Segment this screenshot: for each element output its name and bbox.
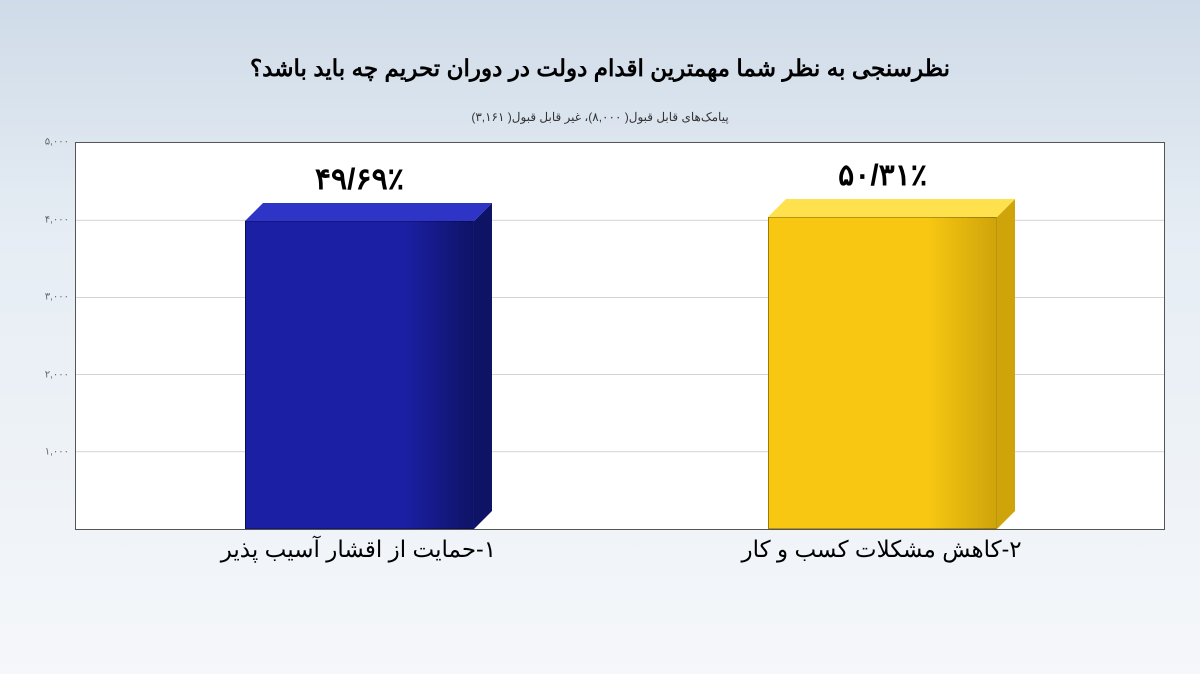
y-axis: ۱,۰۰۰۲,۰۰۰۳,۰۰۰۴,۰۰۰۵,۰۰۰ [35,142,73,530]
bar-value-label: ۵۰/۳۱٪ [768,158,997,193]
bar-top [768,199,1015,217]
bar-front [768,217,997,529]
y-tick-label: ۳,۰۰۰ [45,292,69,303]
chart-title: نظرسنجی به نظر شما مهمترین اقدام دولت در… [0,0,1200,82]
chart-area: ۱,۰۰۰۲,۰۰۰۳,۰۰۰۴,۰۰۰۵,۰۰۰ ۴۹/۶۹٪۵۰/۳۱٪ ۱… [35,142,1165,530]
bar-top [245,203,492,221]
y-tick-label: ۱,۰۰۰ [45,447,69,458]
x-tick-label: ۱-حمایت از اقشار آسیب پذیر [221,536,496,563]
bar-value-label: ۴۹/۶۹٪ [245,162,474,197]
bar-bar1: ۴۹/۶۹٪ [245,221,474,529]
bar-bar2: ۵۰/۳۱٪ [768,217,997,529]
plot-area: ۴۹/۶۹٪ ۵۰/۳۱٪ [75,142,1165,530]
bars-layer: ۴۹/۶۹٪ ۵۰/۳۱٪ [76,143,1164,529]
y-tick-label: ۲,۰۰۰ [45,369,69,380]
bar-front [245,221,474,529]
x-tick-label: ۲-کاهش مشکلات کسب و کار [742,536,1022,563]
y-tick-label: ۴,۰۰۰ [45,214,69,225]
chart-subtitle: پیامک‌های قابل قبول( ۸,۰۰۰)، غیر قابل قب… [0,110,1200,124]
bar-side [474,203,492,529]
bar-side [997,199,1015,529]
y-tick-label: ۵,۰۰۰ [45,137,69,148]
